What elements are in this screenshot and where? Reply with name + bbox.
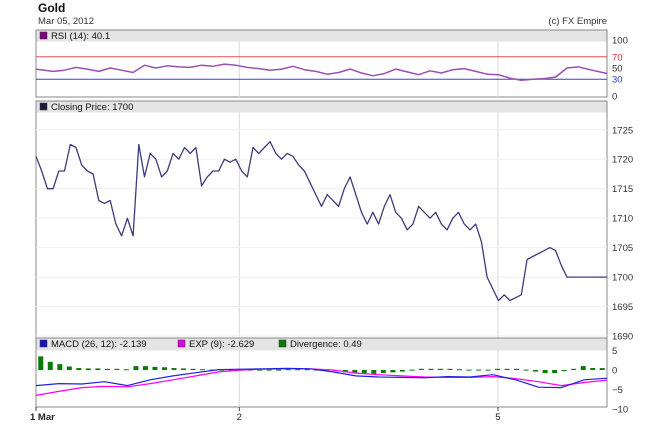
- price-frame: [35, 100, 608, 339]
- rsi-y-tick-label: 70: [612, 52, 623, 63]
- price-y-tick-label: 1725: [612, 125, 633, 136]
- macd-line: [35, 367, 608, 389]
- divergence-bar: [590, 368, 596, 370]
- price-y-tick-label: 1715: [612, 184, 633, 195]
- divergence-bar: [542, 370, 548, 374]
- divergence-bar: [580, 366, 586, 370]
- divergence-bar: [485, 369, 491, 371]
- divergence-bar: [257, 369, 263, 371]
- macd-legend-1-label: EXP (9): -2.629: [189, 339, 254, 350]
- divergence-bar: [285, 369, 291, 371]
- divergence-bar: [228, 369, 234, 371]
- x-tick-label: 5: [495, 412, 500, 423]
- divergence-bar: [428, 368, 434, 370]
- divergence-bar: [514, 368, 520, 370]
- divergence-bar: [523, 369, 529, 371]
- price-y-tick-label: 1700: [612, 273, 633, 284]
- divergence-bar: [552, 370, 558, 374]
- macd-y-tick-label: 0: [612, 366, 617, 377]
- divergence-bar: [352, 370, 358, 374]
- divergence-bar: [95, 368, 101, 370]
- divergence-bar: [76, 368, 82, 370]
- price-y-tick-label: 1720: [612, 155, 633, 166]
- chart-title: Gold: [38, 1, 65, 15]
- divergence-bar: [114, 368, 120, 370]
- divergence-bar: [409, 369, 415, 371]
- divergence-bar: [456, 369, 462, 371]
- price-line: [35, 140, 607, 302]
- macd-y-tick-label: −5: [612, 385, 623, 396]
- divergence-bar: [380, 370, 386, 374]
- macd-legend-2-swatch: [278, 339, 287, 348]
- x-tick-label: 2: [237, 412, 242, 423]
- macd-legend-2-label: Divergence: 0.49: [290, 339, 362, 350]
- divergence-bar: [85, 368, 91, 370]
- divergence-bar: [533, 370, 539, 372]
- price-legend-label: Closing Price: 1700: [51, 102, 133, 113]
- divergence-bar: [466, 369, 472, 371]
- price-y-tick-label: 1690: [612, 332, 633, 343]
- rsi-line: [35, 63, 608, 82]
- macd-legend-0-label: MACD (26, 12): -2.139: [51, 339, 147, 350]
- divergence-bar: [161, 367, 167, 370]
- divergence-bar: [123, 369, 129, 371]
- price-legend-swatch: [39, 102, 48, 111]
- divergence-bar: [304, 369, 310, 371]
- divergence-bar: [447, 368, 453, 370]
- price-y-tick-label: 1705: [612, 243, 633, 254]
- divergence-bar: [38, 356, 44, 370]
- macd-legend-1-swatch: [177, 339, 186, 348]
- price-y-tick-label: 1695: [612, 302, 633, 313]
- divergence-bar: [399, 370, 405, 372]
- macd-y-tick-label: 5: [612, 346, 617, 357]
- divergence-bar: [295, 369, 301, 371]
- rsi-header: [36, 30, 607, 42]
- rsi-y-tick-label: 0: [612, 92, 617, 103]
- divergence-bar: [571, 368, 577, 370]
- divergence-bar: [371, 370, 377, 374]
- divergence-bar: [133, 366, 139, 370]
- divergence-bar: [437, 368, 443, 370]
- divergence-bar: [200, 369, 206, 371]
- divergence-bar: [504, 368, 510, 370]
- divergence-bar: [390, 370, 396, 373]
- divergence-bar: [276, 369, 282, 371]
- divergence-bar: [47, 361, 53, 370]
- rsi-y-tick-label: 30: [612, 75, 623, 86]
- divergence-bar: [561, 370, 567, 372]
- divergence-bar: [190, 368, 196, 370]
- divergence-bar: [66, 366, 72, 370]
- macd-legend-0-swatch: [39, 339, 48, 348]
- x-axis: 1 Mar 2 5: [30, 407, 501, 423]
- chart-date: Mar 05, 2012: [38, 16, 94, 27]
- rsi-y-tick-label: 100: [612, 36, 628, 47]
- rsi-y-tick-label: 50: [612, 64, 623, 75]
- rsi-legend-swatch: [39, 31, 48, 40]
- x-tick-label: 1 Mar: [30, 412, 55, 423]
- divergence-bar: [476, 369, 482, 371]
- divergence-bar: [57, 364, 63, 370]
- divergence-bar: [171, 368, 177, 370]
- macd-y-tick-label: −10: [612, 405, 628, 416]
- price-panel: Closing Price: 1700 1725 1720 1715 1710 1705 1…: [35, 100, 633, 343]
- divergence-bar: [181, 368, 187, 370]
- divergence-bar: [152, 366, 158, 370]
- macd-panel: MACD (26, 12): -2.139 EXP (9): -2.629 Dive…: [35, 337, 628, 416]
- price-header: [36, 101, 607, 113]
- rsi-legend-label: RSI (14): 40.1: [51, 31, 110, 42]
- divergence-bar: [104, 368, 110, 370]
- price-y-tick-label: 1710: [612, 214, 633, 225]
- copyright-note: (c) FX Empire: [548, 16, 607, 27]
- divergence-bar: [361, 370, 367, 374]
- divergence-bar: [266, 369, 272, 371]
- exp-line: [35, 368, 608, 396]
- divergence-bar: [418, 368, 424, 370]
- divergence-bar: [495, 368, 501, 370]
- divergence-bar: [599, 368, 605, 370]
- divergence-bar: [142, 366, 148, 370]
